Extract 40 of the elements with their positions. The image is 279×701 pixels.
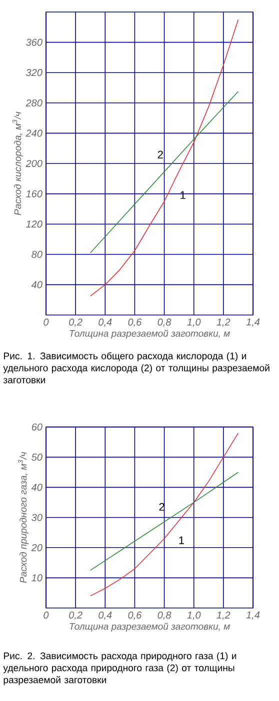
x-tick-label: 1,4 [246, 318, 260, 327]
y-axis-title: Расход природного газа, м$^{3}$/ч [18, 452, 28, 583]
x-axis-title: Толщина разрезаемой заготовки, м [70, 622, 230, 632]
y-tick-label: 10 [32, 574, 42, 582]
x-tick-label: 0 [44, 612, 49, 619]
y-axis-title: Расход кислорода, м$^{3}$/ч [12, 112, 23, 216]
y-tick-label: 50 [32, 454, 42, 461]
x-tick-label: 1,0 [187, 318, 201, 327]
y-tick-label: 280 [26, 99, 42, 106]
y-tick-label: 240 [26, 130, 42, 137]
y-tick-label: 30 [32, 514, 42, 522]
x-tick-label: 0,6 [128, 612, 142, 620]
x-tick-label: 0,2 [69, 318, 82, 327]
y-tick-label: 80 [32, 250, 42, 258]
y-tick-label: 60 [32, 423, 42, 431]
x-tick-label: 0,8 [158, 612, 172, 620]
x-tick-label: 1,4 [246, 612, 260, 620]
y-tick-label: 360 [26, 38, 42, 46]
y-tick-label: 200 [26, 160, 42, 168]
x-tick-label: 1,0 [187, 612, 201, 620]
series-label: 2 [158, 150, 163, 158]
y-tick-label: 120 [26, 220, 42, 228]
x-tick-label: 1,2 [216, 612, 230, 620]
series-label: 1 [179, 536, 184, 544]
x-tick-label: 1,2 [216, 318, 230, 327]
y-tick-label: 40 [31, 281, 42, 288]
x-tick-label: 0,4 [98, 318, 112, 327]
x-axis-title: Толщина разрезаемой заготовки, м [70, 330, 230, 339]
text: Рис. 1. Зависимость общего расхода кислорода (1) и удельного расхода кислорода (2) от толщины разрезаемой заготовки [3, 352, 270, 384]
y-tick-label: 320 [26, 69, 42, 76]
x-tick-label: 0,6 [128, 318, 142, 327]
y-tick-label: 40 [31, 484, 42, 491]
x-tick-label: 0,2 [69, 612, 82, 620]
y-tick-label: 160 [26, 190, 42, 198]
x-tick-label: 0,8 [158, 318, 172, 327]
x-tick-label: 0 [44, 318, 49, 326]
y-tick-label: 20 [31, 544, 42, 552]
x-tick-label: 0,4 [98, 612, 112, 620]
text: Рис. 2. Зависимость расхода природного газа (1) и удельного расхода природного газа (2) от толщины разрезаемой заготовки [3, 652, 236, 686]
line-series [90, 19, 239, 296]
